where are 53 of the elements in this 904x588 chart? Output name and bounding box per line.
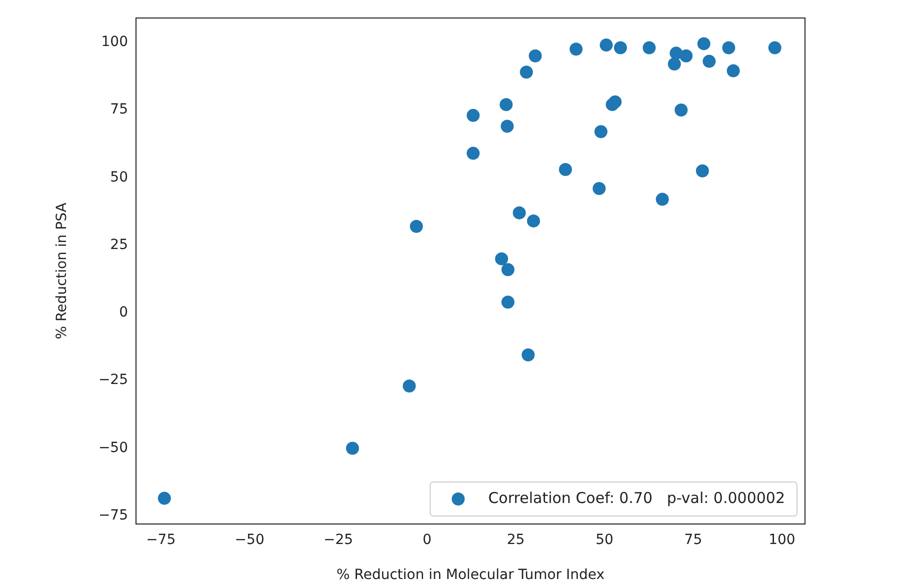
point — [642, 41, 656, 54]
point — [501, 296, 514, 309]
point — [158, 492, 171, 505]
point — [500, 120, 514, 133]
point — [722, 41, 736, 54]
point — [500, 98, 513, 112]
y-tick-label: −75 — [98, 508, 128, 524]
point — [656, 192, 669, 206]
point — [466, 108, 480, 122]
x-tick-label: −50 — [234, 532, 264, 548]
x-tick-label: 50 — [596, 532, 614, 548]
point — [346, 442, 359, 455]
point — [520, 66, 533, 79]
x-tick-label: 75 — [684, 532, 702, 548]
x-tick-label: 100 — [768, 532, 796, 548]
x-tick-label: −25 — [324, 532, 354, 548]
point — [726, 64, 740, 78]
point — [768, 41, 782, 54]
point — [594, 125, 608, 138]
point — [600, 38, 613, 52]
point — [680, 49, 693, 62]
point — [696, 164, 709, 178]
point — [592, 182, 606, 195]
point — [410, 220, 423, 233]
y-tick-label: 100 — [101, 34, 128, 50]
x-tick-label: 25 — [506, 532, 525, 548]
point — [522, 348, 535, 362]
point — [466, 146, 480, 160]
y-tick-label: 0 — [119, 304, 128, 321]
x-tick-label: −75 — [146, 532, 176, 548]
point — [614, 41, 627, 54]
point — [668, 58, 681, 70]
legend-label: Correlation Coef: 0.70 p-val: 0.000002 — [488, 488, 786, 507]
point — [501, 263, 514, 276]
point — [528, 49, 542, 62]
y-axis-title: % Reduction in PSA — [54, 202, 70, 340]
point — [608, 95, 622, 108]
point — [526, 214, 540, 228]
y-tick-label: −25 — [98, 372, 128, 388]
point — [674, 104, 688, 116]
point — [702, 54, 716, 68]
point — [495, 252, 508, 266]
y-tick-label: 50 — [110, 169, 128, 186]
point — [512, 206, 526, 220]
point — [697, 37, 710, 50]
y-tick-label: −50 — [98, 440, 128, 456]
point — [570, 42, 583, 56]
y-tick-label: 25 — [110, 236, 128, 253]
point — [402, 380, 416, 392]
x-tick-label: 0 — [422, 532, 432, 548]
y-tick-label: 75 — [110, 102, 128, 118]
x-axis-title: % Reduction in Molecular Tumor Index — [336, 567, 605, 584]
point — [558, 163, 572, 176]
